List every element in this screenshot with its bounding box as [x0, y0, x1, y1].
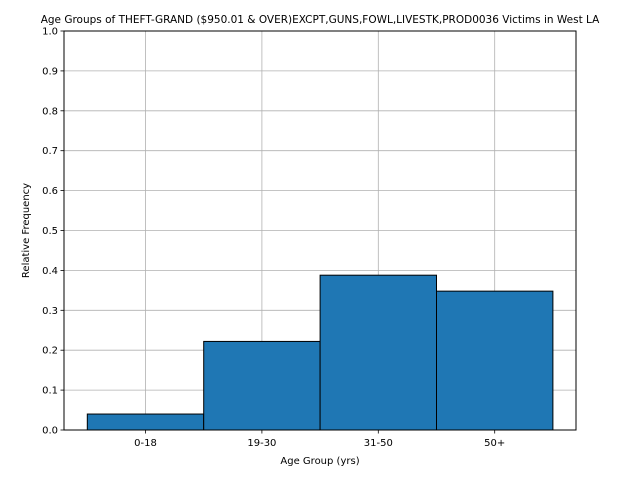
y-tick-label: 0.2 — [42, 346, 58, 357]
y-axis: 0.0 0.1 0.2 0.3 0.4 0.5 0.6 0.7 0.8 0.9 1.0 — [42, 27, 64, 437]
y-tick-label: 0.6 — [42, 186, 58, 197]
x-axis: 0-18 19-30 31-50 50+ — [134, 430, 505, 449]
bars — [86, 274, 554, 431]
y-tick-label: 0.5 — [42, 226, 58, 237]
bar-0-18 — [86, 413, 205, 431]
x-tick-label: 19-30 — [247, 438, 276, 449]
bar-31-50 — [319, 274, 438, 431]
bar-50+ — [436, 290, 554, 431]
y-tick-label: 0.4 — [42, 266, 58, 277]
x-tick-label: 31-50 — [364, 438, 393, 449]
y-tick-label: 0.1 — [42, 386, 58, 397]
y-tick-label: 0.8 — [42, 106, 58, 117]
x-axis-label: Age Group (yrs) — [280, 456, 359, 467]
x-tick-label: 50+ — [484, 438, 505, 449]
y-tick-label: 1.0 — [42, 27, 58, 38]
y-tick-label: 0.9 — [42, 66, 58, 77]
chart-title: Age Groups of THEFT-GRAND ($950.01 & OVE… — [41, 14, 600, 26]
y-tick-label: 0.0 — [42, 426, 58, 437]
y-tick-label: 0.7 — [42, 146, 58, 157]
x-tick-label: 0-18 — [134, 438, 157, 449]
y-tick-label: 0.3 — [42, 306, 58, 317]
y-axis-label: Relative Frequency — [21, 183, 32, 278]
bar-19-30 — [203, 340, 321, 431]
